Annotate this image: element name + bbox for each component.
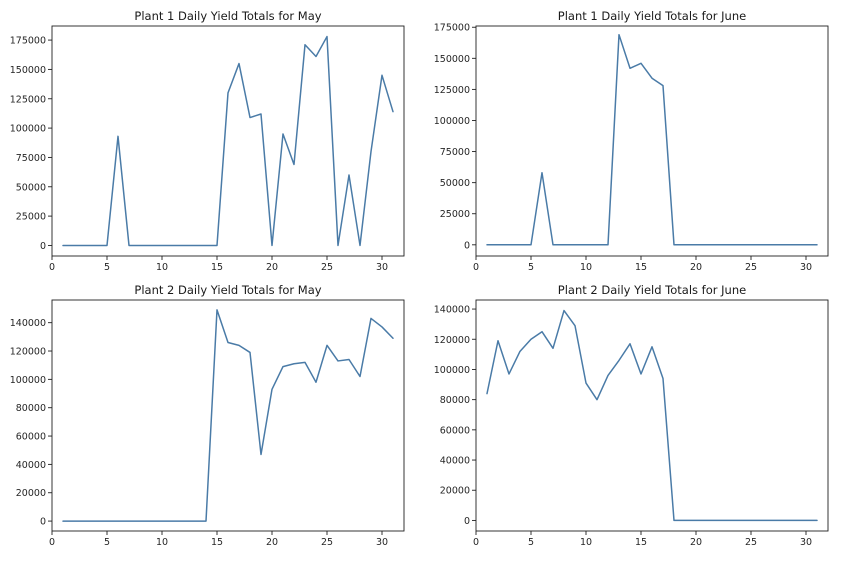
- y-tick-label: 20000: [440, 486, 470, 497]
- chart-title: Plant 2 Daily Yield Totals for June: [558, 283, 746, 297]
- x-tick-label: 0: [49, 262, 55, 273]
- series-line-1: [63, 37, 393, 246]
- y-tick-label: 75000: [440, 147, 470, 158]
- y-tick-label: 0: [464, 516, 470, 527]
- series-line-1: [487, 35, 817, 245]
- y-tick-label: 25000: [16, 212, 46, 223]
- x-tick-label: 5: [104, 262, 110, 273]
- x-tick-label: 20: [690, 262, 702, 273]
- x-tick-label: 15: [211, 262, 223, 273]
- y-tick-label: 175000: [434, 23, 470, 34]
- x-tick-label: 15: [635, 537, 647, 548]
- y-tick-label: 120000: [434, 335, 470, 346]
- y-tick-label: 150000: [10, 65, 46, 76]
- axes-frame: [52, 300, 404, 531]
- y-tick-label: 150000: [434, 54, 470, 65]
- x-tick-label: 15: [211, 537, 223, 548]
- y-tick-label: 125000: [10, 94, 46, 105]
- y-tick-label: 75000: [16, 153, 46, 164]
- x-tick-label: 30: [376, 262, 388, 273]
- x-tick-label: 20: [266, 262, 278, 273]
- y-tick-label: 100000: [10, 124, 46, 135]
- x-tick-label: 10: [156, 262, 168, 273]
- x-tick-label: 20: [690, 537, 702, 548]
- y-tick-label: 0: [40, 241, 46, 252]
- x-tick-label: 25: [745, 537, 757, 548]
- series-line-1: [487, 311, 817, 521]
- x-tick-label: 25: [321, 537, 333, 548]
- x-tick-label: 10: [580, 537, 592, 548]
- y-tick-label: 80000: [440, 395, 470, 406]
- y-tick-label: 50000: [16, 182, 46, 193]
- axes-frame: [476, 26, 828, 256]
- chart-panel-1: Plant 1 Daily Yield Totals for May 0 5 10 15…: [10, 9, 404, 273]
- chart-panel-4: Plant 2 Daily Yield Totals for June 0 5 10 1…: [434, 283, 828, 548]
- x-tick-label: 10: [156, 537, 168, 548]
- x-tick-label: 0: [473, 262, 479, 273]
- x-tick-label: 20: [266, 537, 278, 548]
- x-tick-label: 30: [376, 537, 388, 548]
- y-tick-label: 0: [464, 240, 470, 251]
- chart-panel-2: Plant 1 Daily Yield Totals for June 0 5 10 1…: [434, 9, 828, 273]
- y-tick-label: 100000: [434, 116, 470, 127]
- chart-title: Plant 1 Daily Yield Totals for June: [558, 9, 746, 23]
- y-tick-label: 60000: [16, 432, 46, 443]
- x-tick-label: 25: [321, 262, 333, 273]
- y-tick-label: 120000: [10, 347, 46, 358]
- axes-frame: [476, 300, 828, 531]
- chart-title: Plant 2 Daily Yield Totals for May: [134, 283, 321, 297]
- y-tick-label: 80000: [16, 403, 46, 414]
- y-tick-label: 40000: [440, 456, 470, 467]
- x-tick-label: 10: [580, 262, 592, 273]
- y-tick-label: 175000: [10, 36, 46, 47]
- x-tick-label: 0: [49, 537, 55, 548]
- chart-panel-3: Plant 2 Daily Yield Totals for May 0 5 10 15…: [10, 283, 404, 548]
- y-tick-label: 125000: [434, 85, 470, 96]
- chart-title: Plant 1 Daily Yield Totals for May: [134, 9, 321, 23]
- axes-frame: [52, 26, 404, 256]
- x-tick-label: 25: [745, 262, 757, 273]
- x-tick-label: 5: [528, 262, 534, 273]
- x-tick-label: 30: [800, 262, 812, 273]
- y-tick-label: 50000: [440, 178, 470, 189]
- y-tick-label: 25000: [440, 209, 470, 220]
- y-tick-label: 60000: [440, 425, 470, 436]
- x-tick-label: 30: [800, 537, 812, 548]
- y-tick-label: 140000: [434, 305, 470, 316]
- y-tick-label: 140000: [10, 318, 46, 329]
- y-tick-label: 0: [40, 517, 46, 528]
- x-tick-label: 0: [473, 537, 479, 548]
- x-tick-label: 5: [528, 537, 534, 548]
- x-tick-label: 15: [635, 262, 647, 273]
- x-tick-label: 5: [104, 537, 110, 548]
- y-tick-label: 100000: [434, 365, 470, 376]
- y-tick-label: 100000: [10, 375, 46, 386]
- y-tick-label: 40000: [16, 460, 46, 471]
- y-tick-label: 20000: [16, 488, 46, 499]
- series-line-1: [63, 310, 393, 521]
